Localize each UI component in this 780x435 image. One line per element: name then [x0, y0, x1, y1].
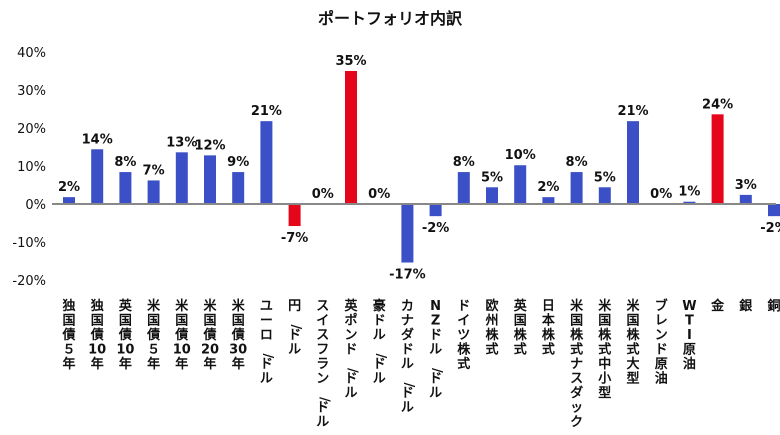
y-tick-label: 10% — [17, 160, 46, 175]
bar — [401, 204, 414, 263]
x-category-label: 英国債 10 年 — [116, 298, 134, 372]
data-label: 2% — [537, 180, 559, 195]
bar — [570, 172, 583, 204]
data-label: -2% — [422, 221, 449, 236]
data-label: 5% — [481, 170, 503, 185]
chart-title: ポートフォリオ内訳 — [318, 9, 463, 28]
data-labels: 2%14%8%7%13%12%9%21%-7%0%35%0%-17%-2%8%5… — [58, 54, 780, 283]
data-label: -7% — [281, 231, 308, 246]
x-category-label: カナダドル/ドル — [401, 299, 416, 416]
x-category-label: 日本株式 — [542, 299, 556, 358]
bar — [627, 121, 639, 204]
bar — [204, 155, 216, 204]
bar — [514, 165, 527, 204]
data-label: 12% — [194, 138, 225, 153]
x-category-label: 米国債 30 年 — [229, 298, 247, 372]
y-tick-label: -20% — [12, 274, 46, 289]
data-label: 21% — [617, 104, 648, 119]
bar — [232, 172, 245, 204]
y-tick-label: 40% — [17, 46, 46, 61]
data-label: 7% — [143, 163, 165, 178]
data-label: 5% — [594, 170, 616, 185]
x-category-label: 米国債５年 — [146, 298, 161, 372]
x-category-label: ドイツ株式 — [457, 299, 471, 372]
y-tick-label: -10% — [12, 236, 46, 251]
x-category-label: 米国債 20 年 — [201, 298, 219, 372]
data-label: 21% — [251, 104, 282, 119]
x-category-label: 英国株式 — [513, 298, 528, 358]
x-category-label: 米国債 10 年 — [173, 298, 191, 372]
x-category-label: 米国株式ナスダック — [570, 298, 584, 430]
y-axis-tick-labels: 40% 30% 20% 10% 0% -10% -20% — [12, 46, 46, 289]
x-category-label: 独国債 10 年 — [88, 298, 106, 372]
bar — [457, 172, 470, 204]
data-label: 35% — [335, 54, 366, 69]
bar — [147, 180, 160, 204]
data-label: -2% — [760, 221, 780, 236]
data-label: -17% — [389, 268, 426, 283]
data-label: 10% — [505, 148, 536, 163]
x-category-label: W T I 原油 — [682, 299, 696, 372]
data-label: 3% — [735, 178, 757, 193]
x-category-label: 米国株式中小型 — [598, 298, 612, 401]
data-label: 0% — [368, 187, 390, 202]
data-label: 8% — [114, 155, 136, 170]
bar — [288, 204, 301, 227]
bar — [486, 187, 498, 204]
bar — [119, 172, 132, 204]
bar — [91, 149, 104, 204]
x-category-label: N Z ドル/ドル — [429, 299, 444, 401]
data-label: 9% — [227, 155, 249, 170]
x-category-label: 円/ドル — [288, 299, 303, 358]
y-tick-label: 20% — [17, 122, 46, 137]
data-label: 24% — [702, 97, 733, 112]
y-tick-label: 30% — [17, 84, 46, 99]
bar — [683, 201, 696, 204]
data-label: 0% — [312, 187, 334, 202]
bars — [63, 71, 780, 263]
x-category-label: 金 — [710, 298, 725, 314]
x-category-label: ブレンド原油 — [655, 298, 668, 387]
x-category-label: 銅 — [767, 298, 780, 314]
data-label: 8% — [566, 155, 588, 170]
x-category-label: 独国債５年 — [61, 298, 75, 372]
x-category-label: 米国株式大型 — [626, 298, 640, 387]
bar — [429, 204, 442, 217]
bar — [260, 121, 273, 204]
bar — [542, 197, 555, 204]
y-tick-label: 0% — [25, 198, 46, 213]
data-label: 2% — [58, 180, 80, 195]
x-category-label: スイスフラン/ドル — [316, 299, 331, 430]
data-label: 0% — [650, 187, 672, 202]
x-category-label: ユーロ/ドル — [260, 299, 275, 387]
bar — [598, 187, 611, 204]
data-label: 14% — [82, 132, 113, 147]
bar — [739, 194, 752, 204]
bar — [63, 197, 75, 204]
x-category-label: 英ポンド/ドル — [343, 298, 359, 401]
x-category-label: 豪ドル/ドル — [373, 298, 388, 387]
bar — [345, 71, 357, 204]
bar — [711, 114, 724, 204]
data-label: 8% — [453, 155, 475, 170]
bar — [175, 152, 188, 204]
x-category-label: 欧州株式 — [484, 298, 499, 358]
data-label: 1% — [678, 185, 700, 200]
bar — [768, 204, 780, 217]
x-category-label: 銀 — [739, 298, 752, 314]
data-label: 13% — [166, 135, 197, 150]
